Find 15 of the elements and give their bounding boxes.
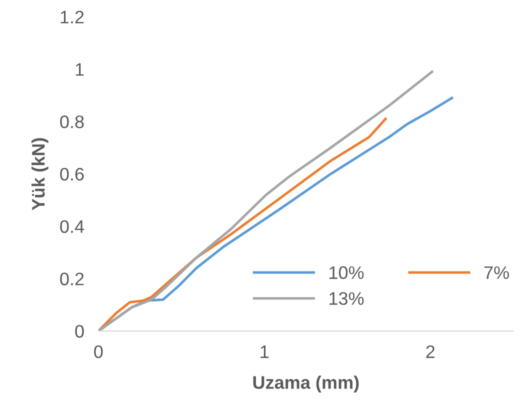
y-tick-label: 0.4 (60, 220, 84, 233)
legend-label: 10% (330, 266, 364, 280)
y-tick-label: 0.8 (60, 115, 84, 128)
legend-label: 13% (330, 292, 364, 305)
y-tick-label: 0.2 (60, 272, 84, 286)
legend-label: 7% (484, 266, 509, 279)
x-axis-title: Uzama (mm) (253, 376, 359, 392)
x-tick-label: 1 (260, 346, 269, 358)
y-axis-title: Yük (kN) (31, 138, 48, 210)
y-tick-label: 1 (76, 63, 84, 76)
x-tick-label: 0 (94, 345, 103, 358)
x-tick-label: 2 (426, 345, 435, 358)
y-tick-label: 1.2 (60, 10, 84, 24)
y-tick-label: 0 (75, 324, 84, 338)
y-tick-label: 0.6 (60, 168, 84, 181)
